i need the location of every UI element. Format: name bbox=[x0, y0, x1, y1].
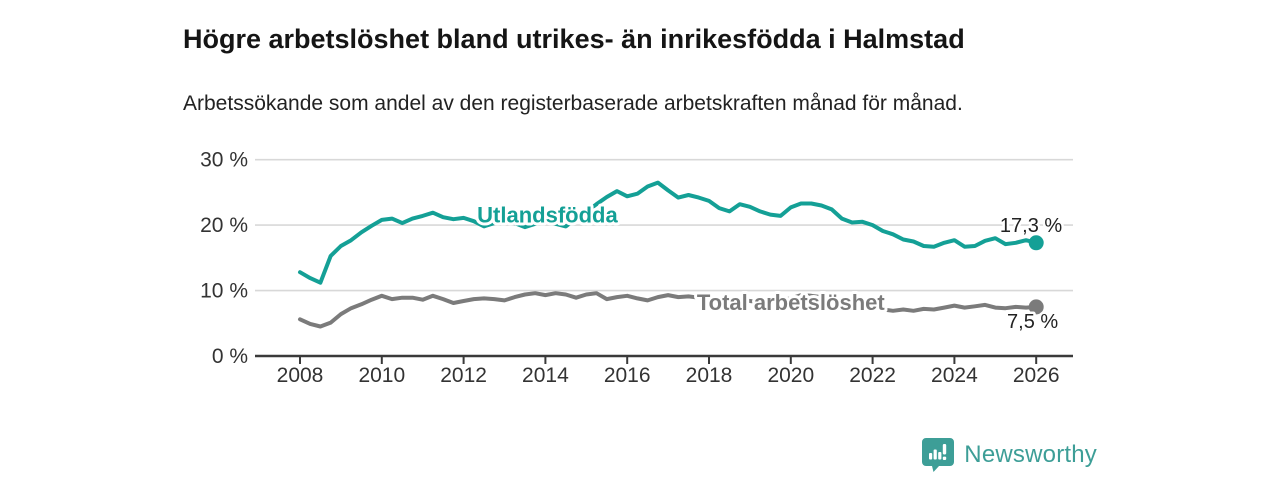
x-tick-label-2010: 2010 bbox=[358, 364, 405, 387]
series-end-dot bbox=[1028, 299, 1044, 315]
x-tick-label-2014: 2014 bbox=[522, 364, 569, 387]
y-tick-label-30: 30 % bbox=[200, 149, 248, 172]
x-tick-label-2016: 2016 bbox=[604, 364, 651, 387]
y-tick-label-0: 0 % bbox=[212, 345, 248, 368]
newsworthy-logo: Newsworthy bbox=[921, 437, 1097, 472]
x-tick-label-2012: 2012 bbox=[440, 364, 487, 387]
series-line-utlandsf-dda bbox=[298, 180, 1039, 285]
y-tick-label-10: 10 % bbox=[200, 280, 248, 303]
series-label-total-arbetsl-shet: Total arbetslöshet bbox=[697, 290, 886, 315]
series-line-total-arbetsl-shet bbox=[298, 291, 1039, 329]
x-tick-label-2022: 2022 bbox=[849, 364, 896, 387]
x-tick-label-2020: 2020 bbox=[767, 364, 814, 387]
y-tick-label-20: 20 % bbox=[200, 214, 248, 237]
x-tick-label-2026: 2026 bbox=[1013, 364, 1060, 387]
x-tick-label-2024: 2024 bbox=[931, 364, 978, 387]
x-tick-label-2018: 2018 bbox=[686, 364, 733, 387]
series-end-value-label: 7,5 % bbox=[1007, 311, 1058, 333]
page-title: Högre arbetslöshet bland utrikes- än inr… bbox=[183, 24, 965, 55]
bar-chart-bubble-icon bbox=[922, 438, 955, 472]
brand-wordmark: Newsworthy bbox=[964, 440, 1097, 468]
chart-subtitle: Arbetssökande som andel av den registerb… bbox=[183, 92, 963, 115]
x-tick-label-2008: 2008 bbox=[277, 364, 324, 387]
series-end-dot bbox=[1028, 235, 1044, 251]
series-end-value-label: 17,3 % bbox=[1000, 215, 1062, 237]
series-label-utlandsf-dda: Utlandsfödda bbox=[477, 202, 618, 227]
